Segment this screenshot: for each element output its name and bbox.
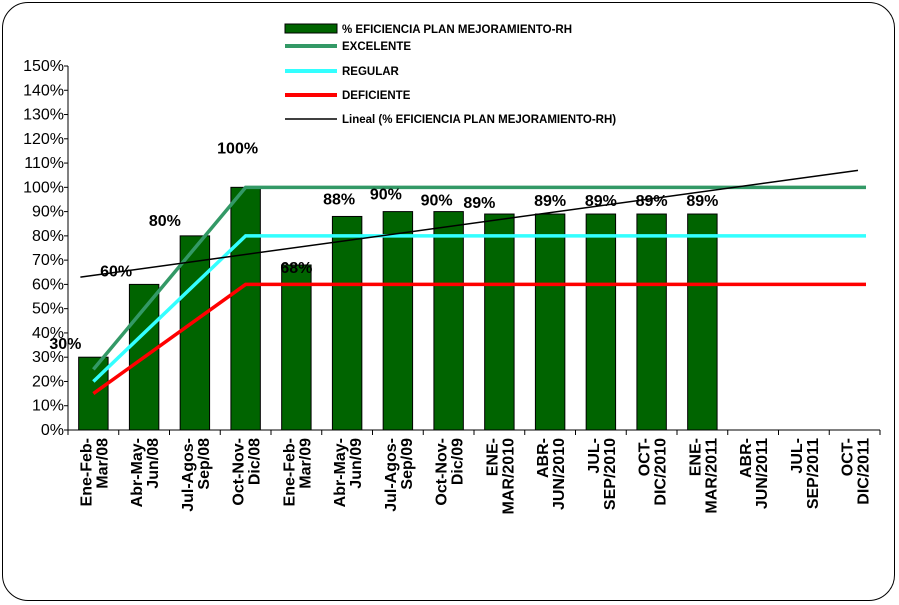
x-tick-label-line2: SEP/2011 <box>805 438 822 509</box>
y-tick-label: 80% <box>32 228 64 245</box>
y-tick-label: 120% <box>23 131 64 148</box>
x-tick-label-line2: MAR/2010 <box>500 438 517 515</box>
x-tick-label-line2: JUN/2011 <box>754 438 771 509</box>
y-tick-label: 50% <box>32 301 64 318</box>
y-tick-label: 90% <box>32 204 64 221</box>
y-tick-label: 20% <box>32 373 64 390</box>
x-tick-label-line1: OCT- <box>840 438 857 476</box>
y-tick-label: 30% <box>32 349 64 366</box>
data-label: 89% <box>463 195 495 212</box>
data-label: 89% <box>636 193 668 210</box>
data-label: 89% <box>585 193 617 210</box>
bar <box>433 211 464 431</box>
y-tick-label: 60% <box>32 276 64 293</box>
y-tick-label: 130% <box>23 107 64 124</box>
bar <box>484 213 515 431</box>
y-tick-label: 110% <box>24 155 64 172</box>
bar <box>687 213 718 431</box>
x-tick-label-line1: ABR- <box>535 438 552 478</box>
data-label: 60% <box>100 263 132 280</box>
series-line-deficiente <box>92 282 866 396</box>
y-tick-label: 0% <box>41 422 64 439</box>
x-tick-label-line1: JUL- <box>789 438 806 474</box>
bar <box>331 215 363 431</box>
x-tick-label-line2: DIC/2010 <box>653 438 670 506</box>
legend: % EFICIENCIA PLAN MEJORAMIENTO-RH EXCELEN… <box>284 23 616 126</box>
data-label: 90% <box>370 187 402 204</box>
x-tick-label-line1: ABR- <box>738 438 755 478</box>
x-tick-label-line2: DIC/2011 <box>856 438 873 505</box>
bar <box>585 213 617 431</box>
y-tick-label: 70% <box>32 252 64 269</box>
legend-label-excelente: EXCELENTE <box>342 41 411 53</box>
x-tick-label-line1: ENE- <box>484 438 501 476</box>
bar-series <box>78 186 718 431</box>
x-tick-label-line1: OCT- <box>637 438 654 476</box>
x-tick-label-line2: Mar/08 <box>94 438 111 489</box>
x-tick-label-line1: ENE- <box>687 438 704 476</box>
y-tick-label: 10% <box>32 398 64 415</box>
x-tick-label-line2: Dic/08 <box>247 438 264 485</box>
legend-label-bars: % EFICIENCIA PLAN MEJORAMIENTO-RH <box>342 24 572 36</box>
bar <box>179 235 211 431</box>
series-line-excelente <box>92 185 866 371</box>
bar <box>534 213 566 431</box>
x-tick-label-line1: Jul-Agos- <box>180 438 197 512</box>
data-labels: 30% 60% 80% 100% 68% 88% 90% 90% 89% 89% 89% 89% 89% <box>49 140 718 353</box>
x-tick-label-line2: MAR/2011 <box>703 438 720 514</box>
y-tick-label: 40% <box>32 325 64 342</box>
data-label: 68% <box>280 260 312 277</box>
x-tick-label-line2: Sep/08 <box>196 438 213 490</box>
data-label: 89% <box>686 193 718 210</box>
series-line-regular <box>92 234 866 383</box>
legend-label-trend: Lineal (% EFICIENCIA PLAN MEJORAMIENTO-R… <box>342 114 616 126</box>
x-tick-label-line2: SEP/2010 <box>602 438 619 510</box>
legend-label-deficiente: DEFICIENTE <box>342 90 411 102</box>
x-tick-label-line2: Jun/09 <box>348 438 365 489</box>
x-tick-label-line2: JUN/2010 <box>551 438 568 510</box>
y-tick-label: 140% <box>23 82 64 99</box>
x-tick-label-line2: Sep/09 <box>399 438 416 490</box>
bar <box>230 186 261 431</box>
data-label: 80% <box>149 213 181 230</box>
x-tick-label-line2: Mar/09 <box>297 438 314 489</box>
bar <box>636 213 667 431</box>
y-tick-label: 100% <box>23 179 64 196</box>
legend-label-regular: REGULAR <box>342 66 400 78</box>
x-tick-label-line1: Jul-Agos- <box>383 438 400 512</box>
data-label: 100% <box>217 140 258 157</box>
y-axis: 0% 10% 20% 30% 40% 50% 60% 70% 80% 90% 100% 110% 120… <box>23 58 69 439</box>
bar <box>382 211 414 431</box>
y-tick-label: 150% <box>23 58 64 75</box>
legend-swatch-bars <box>284 23 338 34</box>
x-tick-label-line1: Oct-Nov- <box>231 438 248 506</box>
x-tick-label-line1: JUL- <box>586 438 603 474</box>
data-label: 88% <box>323 191 355 208</box>
x-tick-label-line2: Jun/08 <box>145 438 162 489</box>
data-label: 89% <box>534 193 566 210</box>
bar <box>281 264 312 431</box>
x-tick-label-line1: Oct-Nov- <box>434 438 451 506</box>
data-label: 90% <box>421 193 453 210</box>
data-label: 30% <box>49 336 81 353</box>
x-tick-label-line1: Abr-May- <box>332 438 349 507</box>
x-tick-label-line2: Dic/09 <box>450 438 467 485</box>
x-tick-label-line1: Ene-Feb- <box>281 438 298 506</box>
x-tick-label-line1: Ene-Feb- <box>78 438 95 506</box>
x-axis: Ene-Feb- Mar/08 Abr-May- Jun/08 Jul-Agos- Sep… <box>67 429 881 515</box>
threshold-lines <box>80 169 866 396</box>
x-tick-label-line1: Abr-May- <box>129 438 146 507</box>
trend-line <box>80 169 859 278</box>
